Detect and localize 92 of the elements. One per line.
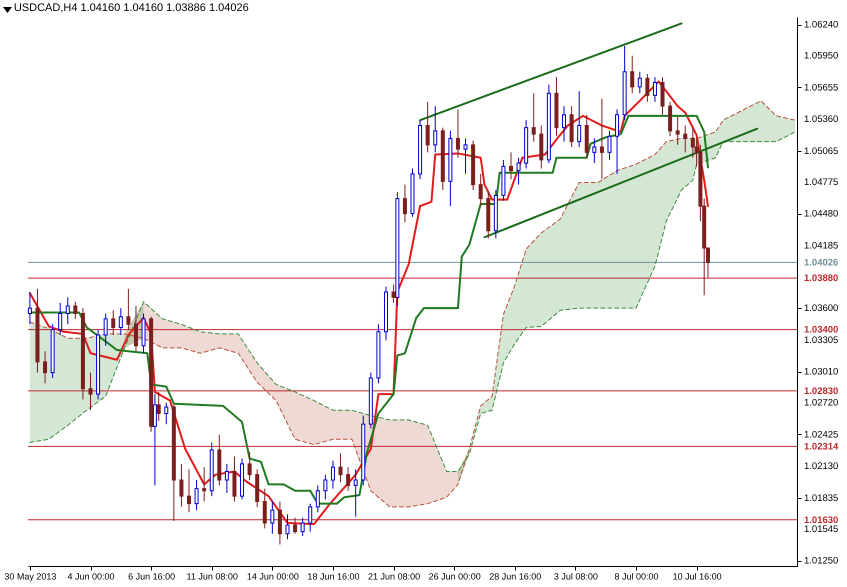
y-tick-label: 1.03010	[804, 366, 838, 378]
candlestick	[600, 98, 604, 180]
ref-line-label: 1.03880	[804, 273, 838, 284]
y-tick-label: 1.04480	[804, 208, 838, 220]
ref-line-label: 1.02830	[804, 386, 838, 397]
candlestick	[248, 452, 252, 481]
candlestick	[516, 157, 521, 186]
candlestick	[615, 108, 620, 174]
candlestick	[402, 184, 407, 223]
y-tick-label: 1.02130	[804, 461, 838, 472]
candlestick	[300, 517, 305, 536]
x-tick-label: 26 Jun 00:00	[428, 572, 481, 582]
candlestick	[66, 296, 70, 325]
candlestick	[262, 488, 267, 529]
candlestick	[562, 106, 566, 142]
candlestick	[426, 101, 430, 153]
y-tick-label: 1.02720	[804, 398, 838, 409]
x-tick-label: 18 Jun 16:00	[307, 572, 360, 582]
x-tick-label: 30 May 2013	[4, 572, 56, 582]
y-tick-label: 1.05655	[804, 82, 838, 94]
candlestick	[508, 152, 513, 180]
candlestick	[88, 372, 93, 411]
candlestick	[652, 76, 657, 102]
candlestick	[156, 391, 161, 422]
y-tick-label: 1.03600	[804, 303, 838, 314]
ref-line-label: 1.01630	[804, 514, 838, 526]
y-tick-label: 1.03305	[804, 334, 838, 346]
candlestick	[338, 452, 343, 483]
ref-line-label: 1.03400	[804, 324, 838, 336]
candlestick	[532, 92, 536, 142]
y-tick-label: 1.01250	[804, 556, 838, 567]
candlestick	[194, 480, 199, 511]
candlestick	[316, 484, 320, 513]
candlestick	[134, 306, 138, 352]
ref-line-label: 1.04026	[804, 257, 838, 268]
x-tick-label: 11 Jun 08:00	[186, 572, 238, 582]
candlestick	[354, 468, 358, 518]
candlestick	[433, 106, 438, 153]
candlestick	[638, 71, 642, 94]
x-tick-label: 14 Jun 00:00	[246, 572, 299, 582]
ref-line-label: 1.02314	[804, 441, 840, 452]
candlestick	[111, 310, 116, 336]
candlestick	[164, 402, 168, 425]
candlestick	[346, 466, 350, 492]
candlestick	[456, 108, 460, 158]
candlestick	[73, 301, 78, 320]
candlestick	[43, 350, 48, 384]
candlestick	[683, 125, 688, 153]
candlestick	[645, 73, 650, 102]
candlestick	[607, 130, 612, 160]
y-tick-label: 1.05950	[804, 50, 838, 62]
y-tick-label: 1.04775	[804, 176, 838, 188]
candlestick	[330, 460, 335, 490]
candlestick	[285, 514, 290, 540]
x-tick-label: 6 Jun 16:00	[128, 572, 176, 582]
x-tick-label: 21 Jun 08:00	[368, 572, 420, 582]
y-tick-label: 1.06240	[804, 20, 838, 31]
candlestick	[224, 463, 229, 494]
candlestick	[179, 463, 184, 508]
candlestick	[478, 173, 483, 207]
x-tick-label: 8 Jul 00:00	[614, 572, 659, 582]
candlestick	[323, 474, 328, 500]
y-tick-label: 1.01835	[804, 492, 838, 504]
x-tick-label: 4 Jun 00:00	[67, 572, 115, 582]
candlestick	[187, 468, 191, 513]
x-tick-label: 28 Jun 16:00	[489, 572, 542, 582]
y-tick-label: 1.01545	[804, 524, 838, 535]
candlestick	[202, 466, 206, 502]
candlestick	[577, 90, 582, 148]
candlestick	[293, 517, 298, 534]
candlestick	[308, 503, 312, 532]
x-tick-label: 10 Jul 16:00	[672, 572, 722, 582]
y-tick-label: 1.05065	[804, 146, 838, 157]
candlestick	[58, 302, 62, 336]
candlestick	[126, 288, 130, 330]
x-tick-label: 3 Jul 08:00	[554, 572, 598, 582]
candlestick	[278, 501, 282, 546]
candlestick	[630, 55, 634, 94]
candlestick	[392, 284, 396, 304]
candlestick	[28, 292, 32, 325]
y-tick-label: 1.05360	[804, 114, 838, 126]
candlestick	[676, 116, 680, 146]
candlestick	[464, 138, 468, 174]
chart-title: USDCAD,H4 1.04160 1.04160 1.03886 1.04026	[14, 2, 249, 14]
candlestick	[104, 313, 108, 346]
candlestick	[592, 138, 596, 164]
y-tick-label: 1.02425	[804, 429, 838, 440]
candlestick	[660, 76, 665, 116]
candlestick	[118, 308, 123, 336]
candlestick	[270, 501, 274, 534]
y-tick-label: 1.04185	[804, 240, 838, 252]
candlestick	[152, 394, 157, 486]
